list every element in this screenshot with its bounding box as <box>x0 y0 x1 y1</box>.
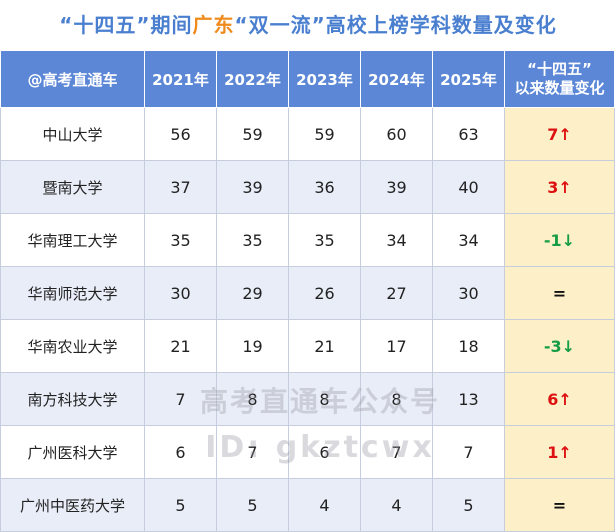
cell-count-2021: 5 <box>144 478 217 532</box>
cell-school: 暨南大学 <box>0 160 145 214</box>
table-row: 广州医科大学 6 7 6 7 7 1↑ <box>0 425 615 479</box>
cell-count-2024: 8 <box>360 372 433 426</box>
cell-count-2021: 6 <box>144 425 217 479</box>
cell-count-2025: 5 <box>432 478 505 532</box>
cell-count-2025: 7 <box>432 425 505 479</box>
cell-change: -1↓ <box>504 213 615 267</box>
table-row: 南方科技大学 7 8 8 8 13 6↑ <box>0 372 615 426</box>
cell-count-2021: 35 <box>144 213 217 267</box>
cell-count-2023: 8 <box>288 372 361 426</box>
cell-count-2022: 5 <box>216 478 289 532</box>
cell-count-2023: 26 <box>288 266 361 320</box>
cell-count-2024: 17 <box>360 319 433 373</box>
header-2021: 2021年 <box>144 50 217 108</box>
cell-count-2025: 40 <box>432 160 505 214</box>
header-2023: 2023年 <box>288 50 361 108</box>
cell-count-2022: 19 <box>216 319 289 373</box>
header-2024: 2024年 <box>360 50 433 108</box>
cell-change: 3↑ <box>504 160 615 214</box>
cell-count-2021: 30 <box>144 266 217 320</box>
header-change-line1: “十四五” <box>527 60 592 78</box>
table-row: 广州中医药大学 5 5 4 4 5 = <box>0 478 615 532</box>
cell-change: 1↑ <box>504 425 615 479</box>
cell-count-2024: 4 <box>360 478 433 532</box>
cell-count-2024: 27 <box>360 266 433 320</box>
cell-count-2025: 30 <box>432 266 505 320</box>
cell-count-2022: 8 <box>216 372 289 426</box>
cell-count-2024: 7 <box>360 425 433 479</box>
cell-count-2021: 56 <box>144 107 217 161</box>
table-body: 中山大学 56 59 59 60 63 7↑ 暨南大学 37 39 36 39 40 3↑ 华南理工大学 35… <box>0 107 615 532</box>
cell-count-2025: 18 <box>432 319 505 373</box>
table-row: 华南农业大学 21 19 21 17 18 -3↓ <box>0 319 615 373</box>
title-part4: 高校上榜学科数量及变化 <box>325 13 557 37</box>
header-2022: 2022年 <box>216 50 289 108</box>
cell-change: = <box>504 266 615 320</box>
page-title: “十四五”期间广东“双一流”高校上榜学科数量及变化 <box>0 0 616 50</box>
cell-count-2022: 7 <box>216 425 289 479</box>
cell-count-2023: 6 <box>288 425 361 479</box>
cell-count-2021: 21 <box>144 319 217 373</box>
cell-count-2025: 13 <box>432 372 505 426</box>
cell-school: 广州中医药大学 <box>0 478 145 532</box>
cell-count-2021: 37 <box>144 160 217 214</box>
cell-count-2023: 59 <box>288 107 361 161</box>
cell-school: 南方科技大学 <box>0 372 145 426</box>
cell-school: 华南农业大学 <box>0 319 145 373</box>
cell-count-2024: 60 <box>360 107 433 161</box>
cell-count-2022: 29 <box>216 266 289 320</box>
cell-count-2022: 59 <box>216 107 289 161</box>
cell-school: 华南理工大学 <box>0 213 145 267</box>
cell-count-2025: 34 <box>432 213 505 267</box>
cell-count-2021: 7 <box>144 372 217 426</box>
table-row: 中山大学 56 59 59 60 63 7↑ <box>0 107 615 161</box>
header-change-line2: 以来数量变化 <box>514 79 605 97</box>
cell-change: -3↓ <box>504 319 615 373</box>
cell-count-2023: 21 <box>288 319 361 373</box>
cell-count-2023: 36 <box>288 160 361 214</box>
cell-count-2025: 63 <box>432 107 505 161</box>
cell-change: 6↑ <box>504 372 615 426</box>
title-part1: “十四五”期间 <box>59 13 193 37</box>
table-row: 华南理工大学 35 35 35 34 34 -1↓ <box>0 213 615 267</box>
cell-count-2022: 39 <box>216 160 289 214</box>
table-header-row: @高考直通车 2021年 2022年 2023年 2024年 2025年 “十四… <box>0 50 615 108</box>
header-2025: 2025年 <box>432 50 505 108</box>
cell-school: 中山大学 <box>0 107 145 161</box>
cell-count-2023: 35 <box>288 213 361 267</box>
header-change: “十四五” 以来数量变化 <box>504 50 615 108</box>
cell-count-2022: 35 <box>216 213 289 267</box>
cell-school: 华南师范大学 <box>0 266 145 320</box>
cell-change: = <box>504 478 615 532</box>
table-row: 华南师范大学 30 29 26 27 30 = <box>0 266 615 320</box>
title-part2: 广东 <box>192 13 235 37</box>
header-source: @高考直通车 <box>0 50 145 108</box>
disciplines-table: @高考直通车 2021年 2022年 2023年 2024年 2025年 “十四… <box>0 50 615 532</box>
title-part3: “双一流” <box>234 13 326 37</box>
cell-count-2023: 4 <box>288 478 361 532</box>
table-row: 暨南大学 37 39 36 39 40 3↑ <box>0 160 615 214</box>
cell-school: 广州医科大学 <box>0 425 145 479</box>
cell-change: 7↑ <box>504 107 615 161</box>
cell-count-2024: 34 <box>360 213 433 267</box>
cell-count-2024: 39 <box>360 160 433 214</box>
